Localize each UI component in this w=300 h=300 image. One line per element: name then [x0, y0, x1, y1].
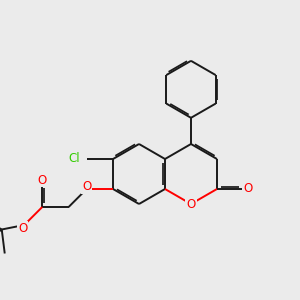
Text: Cl: Cl [68, 152, 80, 166]
Text: O: O [82, 180, 91, 193]
Text: O: O [243, 182, 253, 196]
Text: O: O [38, 173, 47, 187]
Text: O: O [186, 197, 196, 211]
Text: O: O [18, 221, 27, 235]
